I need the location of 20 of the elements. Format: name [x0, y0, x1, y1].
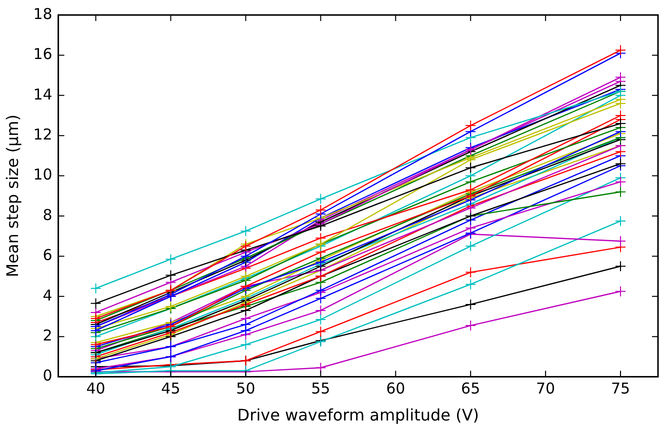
x-tick-label: 55 — [311, 380, 330, 398]
y-tick-label: 16 — [33, 45, 52, 64]
x-tick-label: 45 — [161, 380, 180, 398]
y-axis-title: Mean step size (µm) — [2, 114, 22, 278]
y-tick-label: 4 — [42, 286, 52, 304]
y-tick-label: 12 — [33, 125, 52, 144]
x-tick-label: 65 — [461, 380, 480, 398]
x-tick-label: 75 — [610, 380, 630, 398]
y-tick-label: 8 — [42, 206, 52, 224]
y-tick-label: 14 — [33, 85, 52, 104]
x-tick-label: 70 — [536, 380, 556, 398]
x-tick-label: 40 — [86, 380, 106, 398]
y-tick-label: 6 — [42, 246, 52, 264]
x-axis-title: Drive waveform amplitude (V) — [237, 406, 479, 425]
y-tick-label: 0 — [42, 366, 52, 385]
y-tick-label: 10 — [33, 166, 52, 184]
y-tick-label: 2 — [42, 326, 52, 344]
x-tick-label: 50 — [236, 380, 256, 398]
y-tick-label: 18 — [33, 4, 52, 23]
x-tick-label: 60 — [386, 380, 406, 398]
